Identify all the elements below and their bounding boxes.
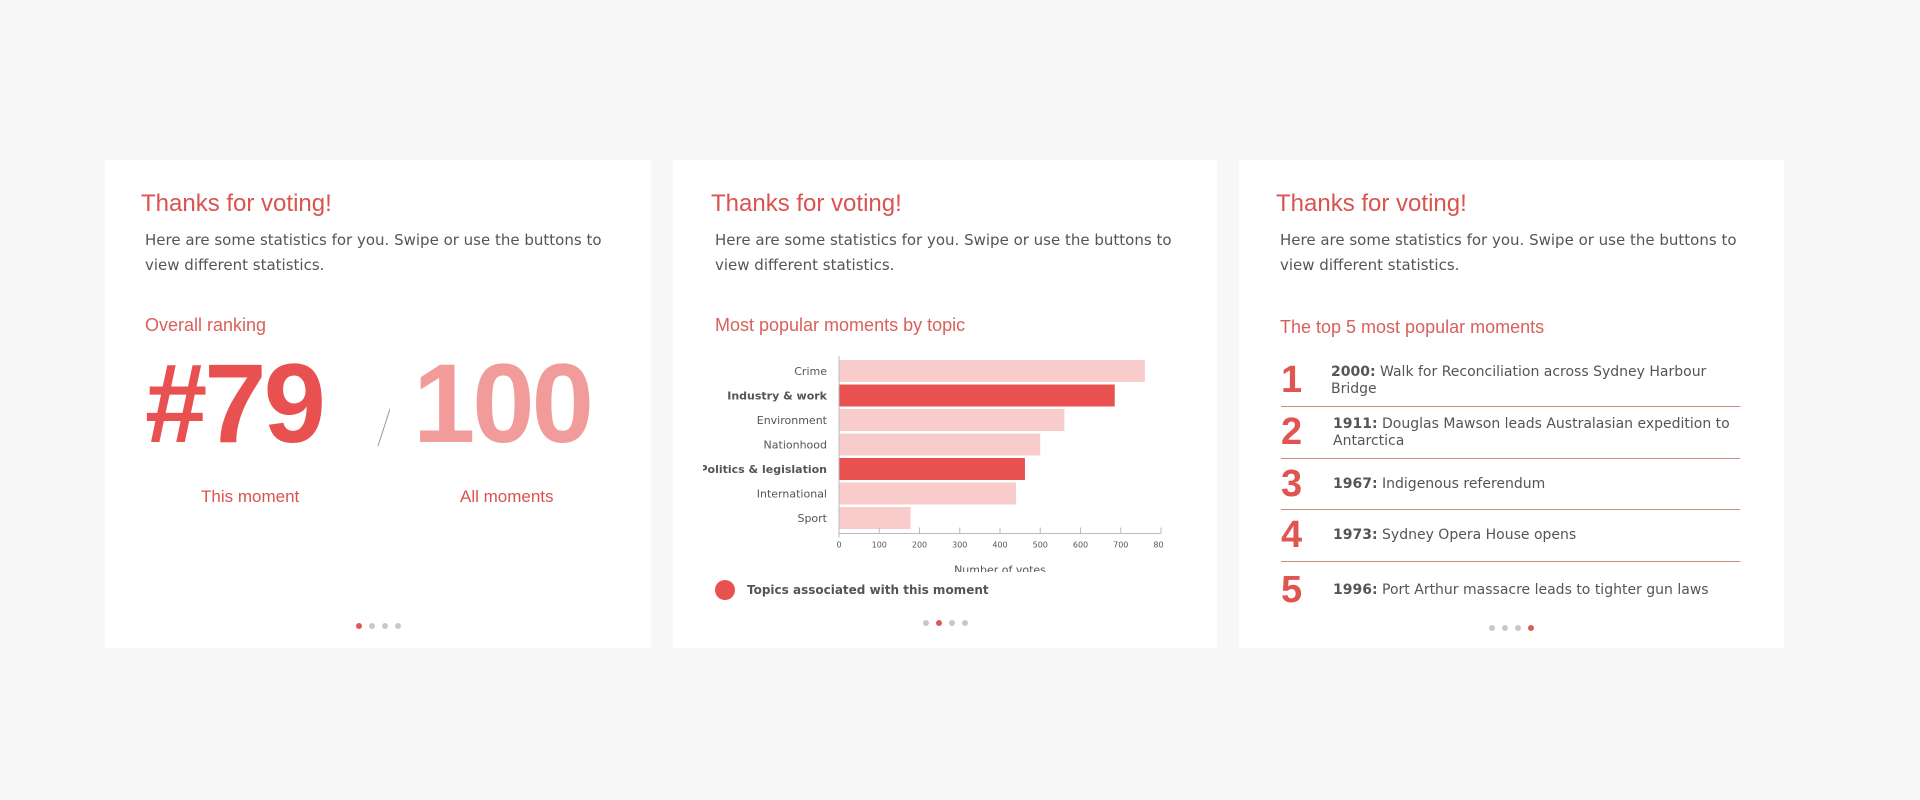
x-tick-label: 100: [872, 541, 887, 550]
list-item[interactable]: 5 1996: Port Arthur massacre leads to ti…: [1281, 562, 1740, 618]
category-label: Sport: [797, 512, 827, 525]
x-axis-label: Number of votes: [954, 564, 1046, 573]
pagination-dot[interactable]: [368, 623, 375, 629]
item-description: Walk for Reconciliation across Sydney Ha…: [1331, 363, 1707, 397]
item-text: 2000: Walk for Reconciliation across Syd…: [1331, 364, 1740, 398]
x-tick-label: 0: [836, 541, 841, 550]
pagination-dot[interactable]: [935, 620, 942, 626]
section-heading: Most popular moments by topic: [715, 315, 966, 335]
topic-bar-chart: Crime Industry & work Environment Nationhoo…: [703, 356, 1163, 573]
x-tick-label: 800: [1153, 541, 1163, 550]
pagination-dot[interactable]: [355, 623, 362, 629]
pagination-dots: [673, 620, 1217, 626]
pagination-dot[interactable]: [394, 623, 401, 629]
card-intro: Here are some statistics for you. Swipe …: [1280, 231, 1737, 274]
chart-bar: [839, 409, 1065, 431]
list-item[interactable]: 1 2000: Walk for Reconciliation across S…: [1281, 355, 1740, 407]
card-title: Thanks for voting!: [1276, 190, 1467, 217]
pagination-dot[interactable]: [1502, 625, 1508, 631]
card-intro: Here are some statistics for you. Swipe …: [145, 231, 602, 274]
category-label: Crime: [794, 365, 827, 378]
item-text: 1996: Port Arthur massacre leads to tigh…: [1333, 582, 1709, 599]
pagination-dots: [105, 623, 651, 629]
chart-bar: [839, 360, 1145, 382]
category-label: Nationhood: [764, 439, 827, 452]
top-moments-card[interactable]: Thanks for voting! Here are some statist…: [1239, 160, 1784, 648]
chart-bar: [839, 482, 1017, 505]
item-year: 1967:: [1333, 475, 1378, 492]
divider-slash: [377, 407, 390, 446]
pagination-dot[interactable]: [922, 620, 929, 626]
section-heading: Overall ranking: [145, 315, 267, 335]
item-text: 1911: Douglas Mawson leads Australasian …: [1333, 416, 1733, 450]
topic-chart-card[interactable]: Thanks for voting! Here are some statist…: [673, 160, 1217, 648]
label-this-moment: This moment: [201, 487, 300, 506]
x-tick-label: 200: [912, 541, 927, 550]
chart-bar: [839, 384, 1115, 407]
list-item[interactable]: 3 1967: Indigenous referendum: [1281, 459, 1740, 510]
item-description: Indigenous referendum: [1382, 475, 1546, 492]
list-item[interactable]: 2 1911: Douglas Mawson leads Australasia…: [1281, 407, 1740, 459]
item-description: Sydney Opera House opens: [1382, 527, 1577, 543]
pagination-dots: [1239, 625, 1784, 631]
pagination-dot[interactable]: [1489, 625, 1495, 631]
pagination-dot[interactable]: [1515, 625, 1521, 631]
item-rank: 5: [1281, 568, 1303, 611]
rank-total: 100: [413, 341, 594, 466]
category-label: Environment: [757, 414, 828, 427]
category-label: Politics & legislation: [703, 463, 827, 476]
rank-this-moment: #79: [145, 341, 326, 466]
pagination-dot[interactable]: [948, 620, 955, 626]
category-label: International: [757, 488, 827, 501]
card-title: Thanks for voting!: [711, 190, 902, 217]
item-rank: 1: [1281, 359, 1303, 401]
section-heading: The top 5 most popular moments: [1280, 317, 1545, 337]
ranking-card[interactable]: Thanks for voting! Here are some statist…: [105, 160, 651, 648]
chart-bar: [839, 507, 911, 529]
category-label: Industry & work: [727, 390, 827, 403]
chart-legend: Topics associated with this moment: [715, 580, 989, 600]
pagination-dot[interactable]: [1528, 625, 1534, 631]
pagination-dot[interactable]: [381, 623, 388, 629]
legend-swatch: [715, 580, 735, 600]
legend-label: Topics associated with this moment: [747, 583, 989, 597]
item-rank: 3: [1281, 462, 1303, 505]
item-description: Port Arthur massacre leads to tighter gu…: [1382, 581, 1709, 598]
x-tick-label: 600: [1073, 541, 1088, 550]
item-year: 1996:: [1333, 581, 1378, 598]
item-description: Douglas Mawson leads Australasian expedi…: [1333, 415, 1730, 449]
x-tick-label: 700: [1113, 541, 1128, 550]
item-rank: 2: [1281, 411, 1303, 453]
item-year: 1973:: [1333, 527, 1378, 543]
chart-bar: [839, 433, 1041, 456]
top-moments-list: 1 2000: Walk for Reconciliation across S…: [1281, 355, 1740, 618]
list-item[interactable]: 4 1973: Sydney Opera House opens: [1281, 510, 1740, 562]
card-title: Thanks for voting!: [141, 190, 332, 217]
chart-bar: [839, 458, 1025, 480]
item-rank: 4: [1281, 514, 1303, 556]
item-text: 1973: Sydney Opera House opens: [1333, 527, 1576, 544]
label-all-moments: All moments: [460, 487, 554, 506]
item-text: 1967: Indigenous referendum: [1333, 476, 1545, 493]
x-tick-label: 400: [992, 541, 1007, 550]
x-tick-label: 500: [1033, 541, 1048, 550]
pagination-dot[interactable]: [961, 620, 968, 626]
x-tick-label: 300: [952, 541, 967, 550]
item-year: 2000:: [1331, 363, 1376, 380]
item-year: 1911:: [1333, 415, 1378, 432]
card-intro: Here are some statistics for you. Swipe …: [715, 231, 1172, 274]
